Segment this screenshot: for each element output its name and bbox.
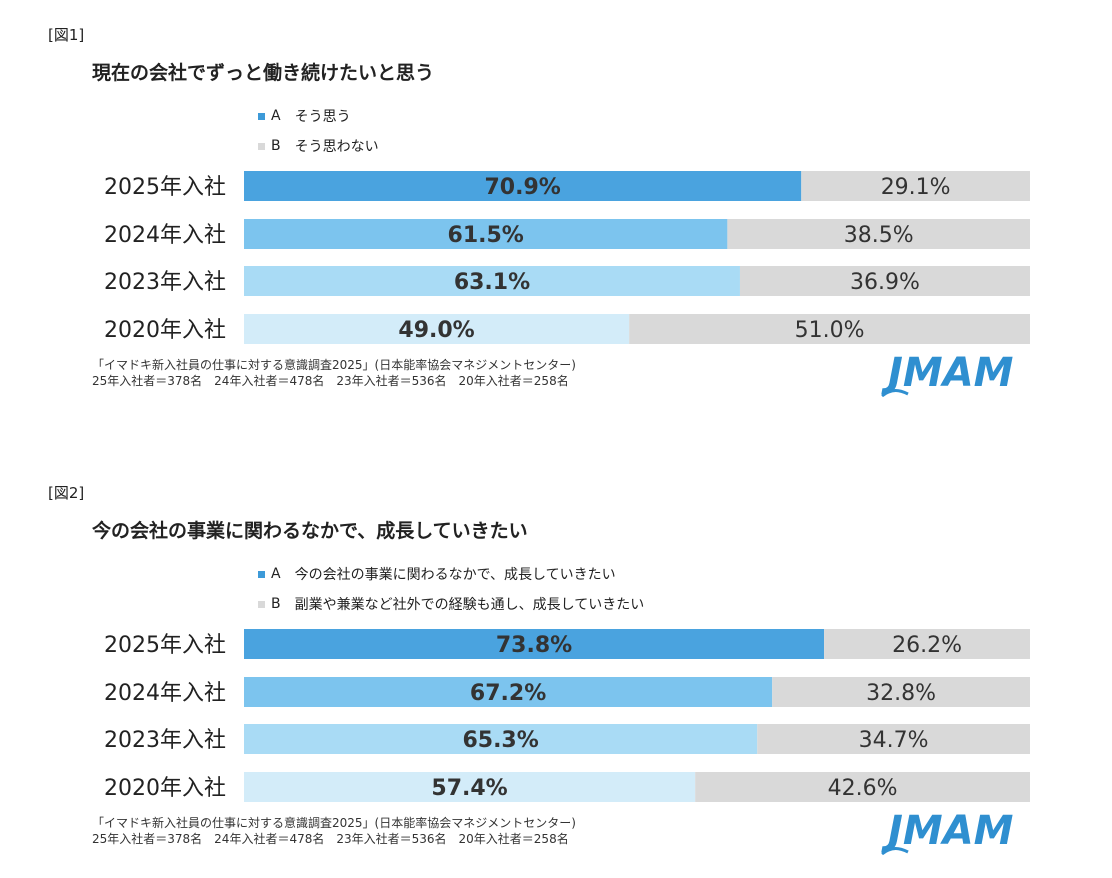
figure-1: [図1] 現在の会社でずっと働き続けたいと思う A そう思う B そう思わない … — [0, 0, 1112, 420]
legend-item-a: A 今の会社の事業に関わるなかで、成長していきたい — [258, 564, 616, 584]
bar-segment-b — [695, 772, 1030, 802]
category-label: 2025年入社 — [104, 175, 226, 200]
category-label: 2023年入社 — [104, 270, 226, 295]
bar-segment-b — [739, 266, 1030, 296]
legend-label-b: そう思わない — [294, 139, 379, 155]
data-label-a: 65.3% — [462, 728, 538, 753]
data-label-a: 70.9% — [484, 175, 560, 200]
category-label: 2025年入社 — [104, 633, 226, 658]
logo-swoosh — [881, 847, 909, 856]
data-label-a: 67.2% — [470, 681, 546, 706]
data-label-a: 49.0% — [398, 318, 474, 343]
figure-number: [図2] — [48, 484, 85, 502]
legend-key-a: A — [271, 566, 281, 582]
legend-swatch-a — [258, 112, 265, 120]
legend-key-b: B — [271, 138, 281, 154]
data-label-b: 34.7% — [859, 728, 929, 753]
source-note: 「イマドキ新入社員の仕事に対する意識調査2025」(日本能率協会マネジメントセン… — [92, 815, 576, 847]
data-label-b: 26.2% — [892, 633, 962, 658]
bar-segment-a — [244, 677, 773, 707]
source-note: 「イマドキ新入社員の仕事に対する意識調査2025」(日本能率協会マネジメントセン… — [92, 357, 576, 389]
data-label-b: 51.0% — [795, 318, 865, 343]
legend-item-b: B 副業や兼業など社外での経験も通し、成長していきたい — [258, 594, 644, 614]
data-label-a: 61.5% — [448, 223, 524, 248]
data-label-b: 29.1% — [881, 175, 951, 200]
data-label-b: 42.6% — [828, 776, 898, 801]
legend-swatch-b — [258, 142, 265, 150]
figure-2: [図2] 今の会社の事業に関わるなかで、成長していきたい A 今の会社の事業に関… — [0, 458, 1112, 878]
figure-number: [図1] — [48, 26, 85, 44]
bar-segment-b — [772, 677, 1030, 707]
data-label-a: 57.4% — [431, 776, 507, 801]
category-label: 2024年入社 — [104, 681, 226, 706]
category-label: 2020年入社 — [104, 318, 226, 343]
category-label: 2020年入社 — [104, 776, 226, 801]
source-line-1: 「イマドキ新入社員の仕事に対する意識調査2025」(日本能率協会マネジメントセン… — [92, 816, 576, 830]
bar-segment-a — [244, 266, 740, 296]
bar-segment-a — [244, 724, 758, 754]
data-label-a: 63.1% — [454, 270, 530, 295]
legend-label-b: 副業や兼業など社外での経験も通し、成長していきたい — [294, 597, 645, 613]
bar-segment-b — [727, 219, 1030, 249]
bar-chart: 2025年入社 73.8% 26.2% 2024年入社 67.2% 32.8% 2023年入… — [104, 629, 1030, 802]
chart-title: 現在の会社でずっと働き続けたいと思う — [92, 62, 435, 84]
bar-segment-a — [244, 171, 802, 201]
bar-segment-a — [244, 314, 630, 344]
logo-swoosh — [881, 389, 909, 398]
bar-segment-b — [824, 629, 1030, 659]
category-label: 2024年入社 — [104, 223, 226, 248]
data-label-b: 38.5% — [844, 223, 914, 248]
bar-segment-b — [629, 314, 1030, 344]
legend-label-a: 今の会社の事業に関わるなかで、成長していきたい — [294, 567, 616, 583]
bar-segment-a — [244, 629, 825, 659]
bar-segment-b — [757, 724, 1030, 754]
bar-chart: 2025年入社 70.9% 29.1% 2024年入社 61.5% 38.5% 2023年入… — [104, 171, 1030, 344]
bar-segment-b — [801, 171, 1030, 201]
chart-title: 今の会社の事業に関わるなかで、成長していきたい — [92, 520, 528, 542]
data-label-b: 36.9% — [850, 270, 920, 295]
legend-key-a: A — [271, 108, 281, 124]
jmam-logo: JMAM — [881, 350, 1013, 398]
jmam-logo: JMAM — [881, 808, 1013, 856]
category-label: 2023年入社 — [104, 728, 226, 753]
legend-label-a: そう思う — [294, 109, 351, 125]
legend-item-a: A そう思う — [258, 106, 351, 126]
legend-swatch-b — [258, 600, 265, 608]
legend-swatch-a — [258, 570, 265, 578]
legend-item-b: B そう思わない — [258, 136, 379, 156]
legend-key-b: B — [271, 596, 281, 612]
source-line-2: 25年入社者＝378名 24年入社者＝478名 23年入社者＝536名 20年入… — [92, 374, 569, 388]
bar-segment-a — [244, 219, 728, 249]
data-label-a: 73.8% — [496, 633, 572, 658]
logo-text: JMAM — [881, 350, 1013, 396]
bar-segment-a — [244, 772, 696, 802]
data-label-b: 32.8% — [866, 681, 936, 706]
source-line-2: 25年入社者＝378名 24年入社者＝478名 23年入社者＝536名 20年入… — [92, 832, 569, 846]
source-line-1: 「イマドキ新入社員の仕事に対する意識調査2025」(日本能率協会マネジメントセン… — [92, 358, 576, 372]
logo-text: JMAM — [881, 808, 1013, 854]
